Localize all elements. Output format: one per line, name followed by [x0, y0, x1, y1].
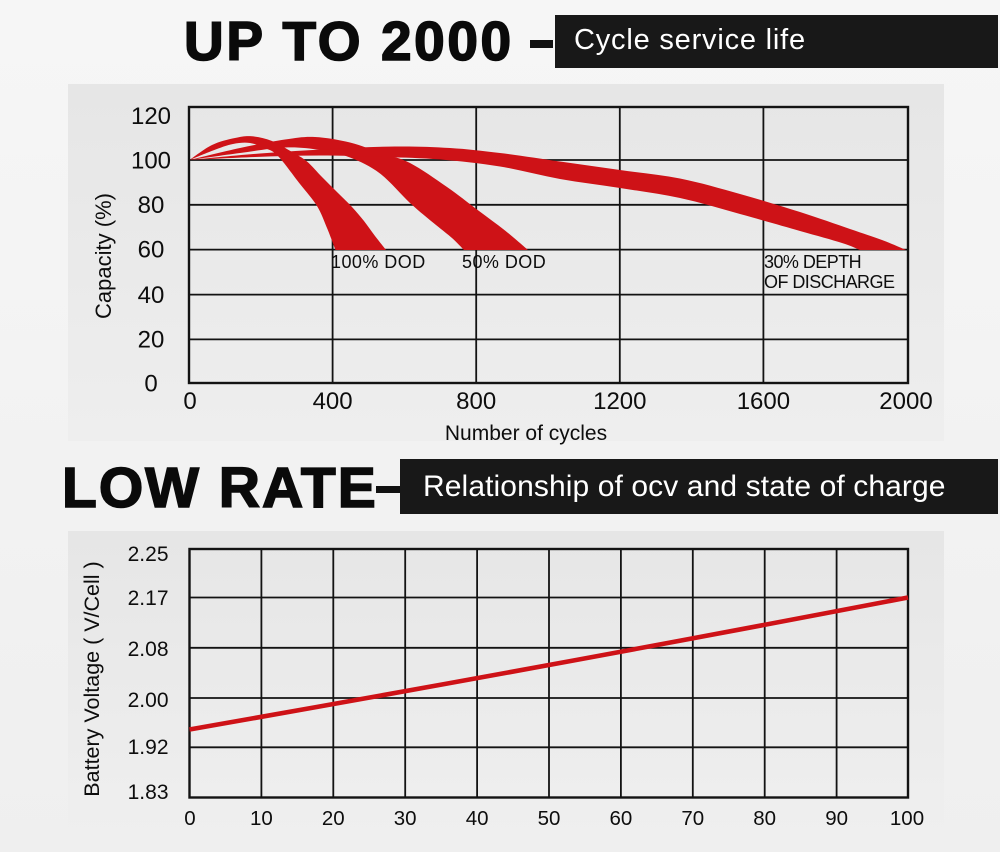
svg-text:20: 20 — [322, 807, 345, 830]
svg-text:60: 60 — [138, 237, 165, 264]
svg-text:70: 70 — [681, 807, 704, 830]
svg-text:30% DEPTH: 30% DEPTH — [764, 252, 861, 272]
svg-text:2.17: 2.17 — [128, 587, 169, 610]
svg-text:20: 20 — [138, 327, 165, 354]
svg-text:Capacity (%): Capacity (%) — [91, 193, 116, 319]
svg-text:1200: 1200 — [593, 388, 646, 415]
svg-text:2.00: 2.00 — [128, 689, 169, 712]
svg-text:Battery Voltage ( V/Cell ): Battery Voltage ( V/Cell ) — [80, 561, 104, 796]
svg-text:0: 0 — [144, 371, 157, 398]
svg-text:40: 40 — [466, 807, 489, 830]
svg-text:2.25: 2.25 — [128, 543, 169, 566]
svg-text:80: 80 — [138, 192, 165, 219]
svg-text:0: 0 — [184, 807, 195, 830]
svg-text:1.92: 1.92 — [128, 736, 169, 759]
svg-text:0: 0 — [183, 388, 196, 415]
svg-text:50% DOD: 50% DOD — [462, 252, 546, 272]
svg-text:90: 90 — [825, 807, 848, 830]
svg-text:50: 50 — [538, 807, 561, 830]
svg-text:80: 80 — [753, 807, 776, 830]
svg-text:100% DOD: 100% DOD — [331, 252, 426, 272]
svg-text:1600: 1600 — [737, 388, 790, 415]
svg-text:100: 100 — [890, 807, 924, 830]
svg-text:400: 400 — [313, 388, 353, 415]
svg-text:100: 100 — [131, 148, 171, 175]
svg-text:40: 40 — [138, 282, 165, 309]
svg-text:60: 60 — [609, 807, 632, 830]
svg-text:10: 10 — [250, 807, 273, 830]
svg-text:30: 30 — [394, 807, 417, 830]
svg-text:2.08: 2.08 — [128, 638, 169, 661]
svg-text:2000: 2000 — [879, 388, 932, 415]
svg-text:800: 800 — [456, 388, 496, 415]
svg-text:1.83: 1.83 — [128, 781, 169, 804]
svg-text:OF DISCHARGE: OF DISCHARGE — [764, 272, 895, 292]
svg-text:Number of cycles: Number of cycles — [445, 422, 607, 445]
svg-text:120: 120 — [131, 103, 171, 130]
